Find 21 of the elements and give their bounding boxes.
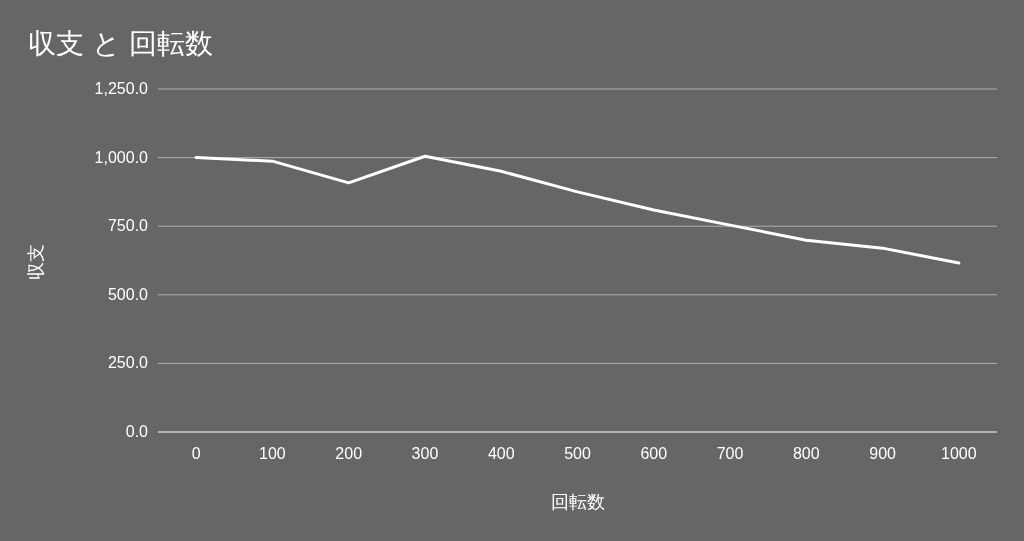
y-tick-label: 500.0	[107, 285, 149, 303]
x-tick-label: 500	[564, 445, 591, 462]
x-tick-label: 0	[191, 445, 201, 462]
x-tick-label: 600	[640, 445, 668, 462]
x-tick-label: 900	[869, 445, 897, 462]
y-tick-label: 1,000.0	[94, 148, 149, 166]
chart-title: 収支 と 回転数	[28, 28, 213, 59]
x-tick-label: 300	[411, 445, 439, 462]
y-tick-label: 250.0	[107, 354, 149, 372]
x-tick-label: 200	[335, 445, 363, 462]
y-tick-label: 750.0	[107, 217, 149, 235]
x-tick-label: 100	[259, 445, 286, 462]
y-tick-label: 0.0	[125, 423, 149, 440]
y-axis-title: 収支	[26, 244, 46, 280]
y-tick-label: 1,250.0	[94, 80, 149, 97]
x-axis-title: 回転数	[550, 492, 605, 512]
line-series	[194, 154, 961, 265]
x-tick-label: 1000	[941, 445, 977, 462]
x-tick-label: 400	[487, 445, 515, 462]
x-tick-label: 700	[716, 445, 744, 462]
x-tick-label: 800	[792, 445, 820, 462]
